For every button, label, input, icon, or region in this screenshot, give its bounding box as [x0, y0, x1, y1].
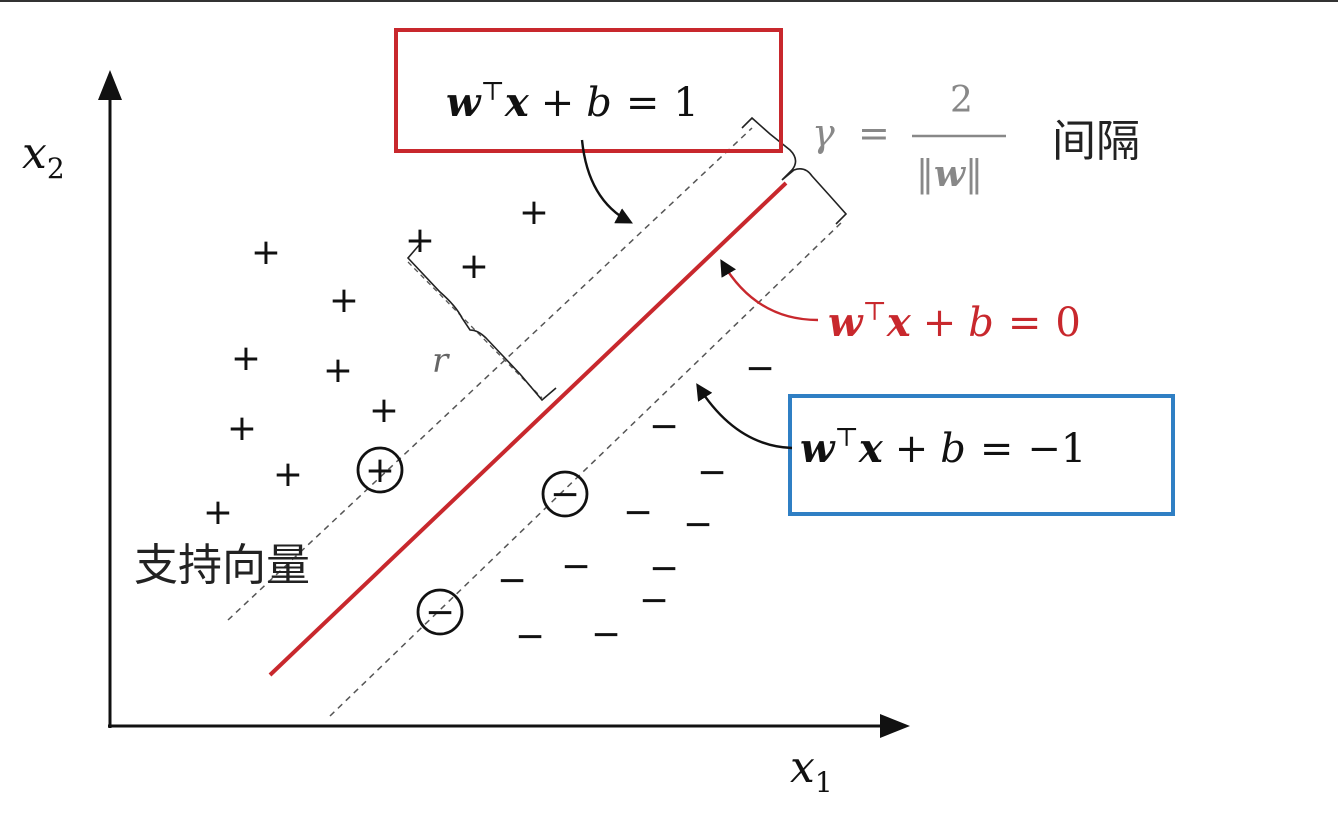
positive-margin-box: [394, 28, 783, 153]
gamma-equals: =: [858, 111, 890, 155]
negative-points: −−−− − −− − −−−− −: [425, 348, 775, 657]
hyperplane-equation: w⊤x + b = 0: [828, 297, 1081, 346]
axes: [98, 70, 910, 738]
negative-point: −: [591, 614, 621, 655]
positive-margin-pointer-arrow: [580, 139, 633, 224]
margin-label: 间隔: [1052, 116, 1140, 167]
negative-point: −: [745, 348, 775, 389]
y-axis-arrow-icon: [98, 70, 122, 100]
negative-point: −: [639, 580, 669, 621]
positive-point: +: [203, 492, 233, 533]
fraction-denominator: ‖w‖: [916, 153, 983, 195]
positive-point: +: [365, 450, 395, 491]
positive-point: +: [227, 408, 257, 449]
negative-point: −: [550, 474, 580, 515]
positive-point: +: [251, 232, 281, 273]
x-axis-label: x1: [790, 742, 833, 799]
positive-point: +: [329, 280, 359, 321]
positive-point: +: [519, 192, 549, 233]
negative-point: −: [649, 548, 679, 589]
negative-point: −: [683, 504, 713, 545]
positive-point: +: [459, 246, 489, 287]
negative-margin-pointer-arrow: [696, 383, 793, 450]
negative-support-vector-circle: [416, 588, 464, 636]
negative-point: −: [561, 546, 591, 587]
distance-brace: [406, 243, 557, 402]
negative-support-vector-circle: [541, 470, 589, 518]
fraction-numerator: 2: [950, 80, 973, 121]
margin-brace: [741, 116, 848, 225]
negative-margin-line: [329, 221, 843, 717]
negative-point: −: [497, 560, 527, 601]
negative-margin-box: [788, 394, 1175, 516]
distance-label: r: [432, 341, 450, 381]
distance-dashed-line: [407, 261, 543, 399]
positive-point: +: [405, 220, 435, 261]
negative-point: −: [425, 592, 455, 633]
negative-margin-equation: w⊤x + b = −1: [800, 423, 1086, 472]
positive-point: +: [231, 338, 261, 379]
positive-margin-line: [227, 127, 753, 621]
x-axis-arrow-icon: [880, 714, 910, 738]
negative-point: −: [697, 452, 727, 493]
positive-margin-equation: w⊤x + b = 1: [446, 77, 699, 126]
positive-points: + + + + + + + + + + + +: [203, 192, 549, 533]
support-vector-label: 支持向量: [134, 540, 310, 591]
positive-point: +: [323, 350, 353, 391]
margin-formula: γ = 2 ‖w‖: [812, 80, 1006, 195]
gamma-symbol: γ: [812, 111, 835, 155]
negative-point: −: [649, 406, 679, 447]
separating-hyperplane: [268, 181, 788, 677]
hyperplane-pointer-arrow: [720, 259, 819, 322]
negative-point: −: [623, 492, 653, 533]
positive-point: +: [369, 390, 399, 431]
y-axis-label: x2: [22, 128, 65, 185]
positive-support-vector-circle: [356, 446, 404, 494]
negative-point: −: [515, 616, 545, 657]
positive-point: +: [273, 454, 303, 495]
